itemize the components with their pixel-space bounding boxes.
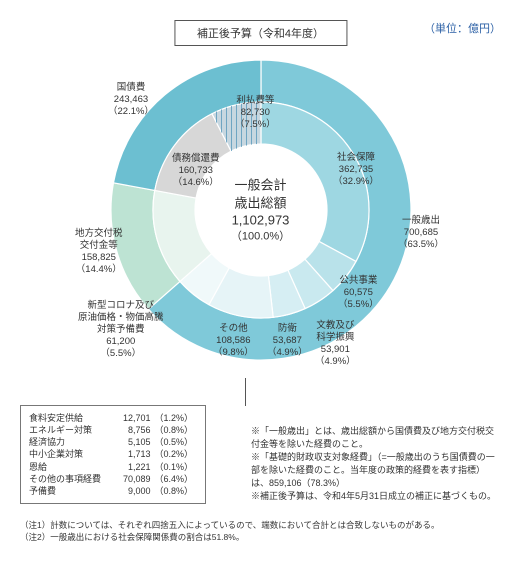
center-label: 一般会計 歳出総額 1,102,973 （100.0%）	[231, 176, 290, 243]
breakdown-row: 恩給1,221（0.1%）	[29, 461, 197, 473]
label-kokusaihi: 国債費243,463（22.1%）	[108, 82, 154, 118]
breakdown-row: その他の事項経費70,089（6.4%）	[29, 473, 197, 485]
label-corona: 新型コロナ及び原油価格・物価高騰対策予備費61,200（5.5%）	[78, 300, 164, 359]
other-breakdown-box: 食料安定供給12,701（1.2%）エネルギー対策8,756（0.8%）経済協力…	[20, 405, 206, 504]
label-koukyou: 公共事業60,575（5.5%）	[338, 275, 379, 311]
breakdown-row: エネルギー対策8,756（0.8%）	[29, 424, 197, 436]
label-bouei: 防衛53,687（4.9%）	[267, 323, 308, 359]
breakdown-row: 食料安定供給12,701（1.2%）	[29, 412, 197, 424]
note-line: ※「一般歳出」とは、歳出総額から国債費及び地方交付税交付金等を除いた経費のこと。	[251, 425, 501, 451]
label-saimu: 債務償還費160,733（14.6%）	[172, 153, 220, 189]
breakdown-row: 経済協力5,105（0.5%）	[29, 436, 197, 448]
label-shakaihosho: 社会保障362,735（32.9%）	[333, 152, 379, 188]
chart-title: 補正後予算（令和4年度）	[174, 20, 347, 46]
unit-label: （単位：億円）	[424, 20, 501, 36]
label-bunkyo: 文教及び科学振興53,901（4.9%）	[315, 320, 356, 368]
note-line: ※補正後予算は、令和4年5月31日成立の補正に基づくもの。	[251, 490, 501, 503]
label-sonota: その他108,586（9.8%）	[213, 323, 254, 359]
label-chihou: 地方交付税交付金等158,825（14.4%）	[75, 228, 123, 276]
label-ippansaishutsu: 一般歳出700,685（63.5%）	[398, 215, 444, 251]
note-line: ※「基礎的財政収支対象経費」（=一般歳出のうち国債費の一部を除いた経費のこと。当…	[251, 451, 501, 490]
notes-left: （注1）計数については、それぞれ四捨五入によっているので、端数において合計とは合…	[20, 520, 440, 544]
breakdown-row: 予備費9,000（0.8%）	[29, 485, 197, 497]
label-ribarai: 利払費等82,730（7.5%）	[235, 95, 276, 131]
note-line: （注1）計数については、それぞれ四捨五入によっているので、端数において合計とは合…	[20, 520, 440, 532]
note-line: （注2）一般歳出における社会保障関係費の割合は51.8%。	[20, 532, 440, 544]
breakdown-row: 中小企業対策1,713（0.2%）	[29, 448, 197, 460]
notes-right: ※「一般歳出」とは、歳出総額から国債費及び地方交付税交付金等を除いた経費のこと。…	[251, 425, 501, 503]
